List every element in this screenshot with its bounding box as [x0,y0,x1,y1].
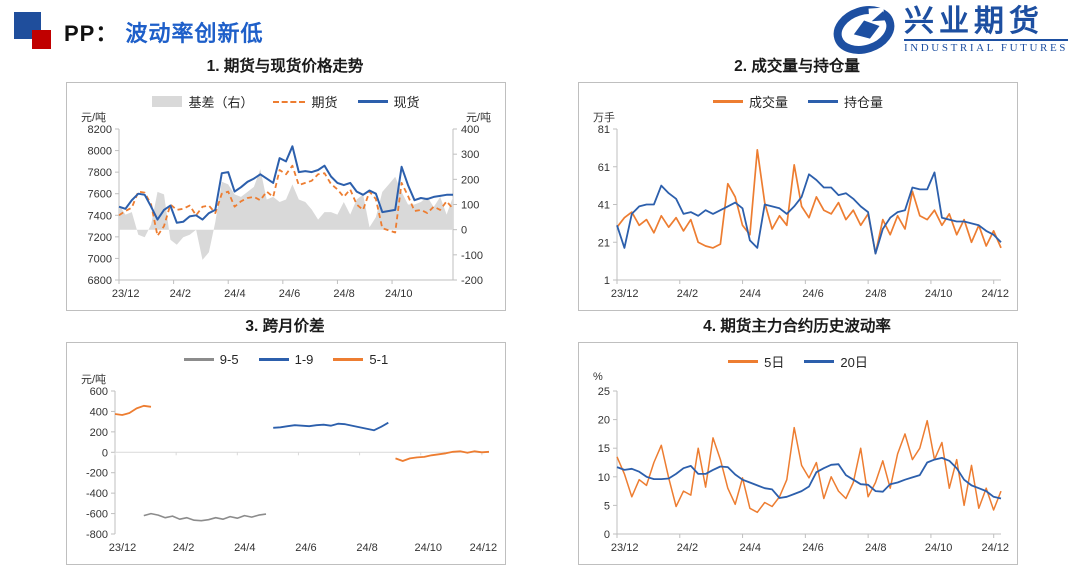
logo-cn-text: 兴业期货 [903,4,1044,38]
series-line-成交量 [616,148,1002,255]
axis-label: 25 [598,386,610,398]
axis-label: 24/2 [677,288,698,300]
axis-label: 200 [461,174,479,186]
series-line-现货 [118,145,453,224]
axis-label: 600 [90,386,108,398]
axis-label: 24/4 [234,542,255,554]
series-line-1-9 [273,421,389,432]
chart1-title: 1. 期货与现货价格走势 [206,58,364,75]
axis-label: 24/4 [740,542,761,554]
chart1-box: 8200 8000 7800 7600 7400 7200 7000 6800 400 300 20… [66,82,506,311]
axis-label: 20 [598,415,610,427]
axis-label: 21 [598,237,610,249]
axis-label: -800 [86,529,108,541]
axis-label: 24/6 [295,542,316,554]
chart1-plot: 8200 8000 7800 7600 7400 7200 7000 6800 400 300 20… [88,124,484,300]
axis-label: 24/8 [865,288,886,300]
logo-rule [903,38,1068,41]
axis-label: 24/8 [333,288,354,300]
series-area-基差（右） [119,169,453,260]
axis-label: 24/4 [740,288,761,300]
series-line-期货 [118,164,454,237]
axis-label: 24/12 [981,542,1009,554]
axis-label: 24/10 [385,288,413,300]
axis-label: -100 [461,250,483,262]
axis-label: 0 [102,447,108,459]
chart4-title: 4. 期货主力合约历史波动率 [703,318,891,335]
axis-label: 24/2 [173,542,194,554]
series-line-20日 [616,457,1002,500]
axis-label: 24/10 [925,542,953,554]
company-logo: 兴业期货 INDUSTRIAL FUTURES [832,4,1068,56]
chart-cell-2: 2. 成交量与持仓量 81 61 41 21 1 23/12 24/2 24/4 24/6 24/… [578,56,1018,311]
axis-label: 24/10 [925,288,953,300]
axis-label: 7400 [88,210,112,222]
logo-swirl-icon [833,6,895,54]
chart4-plot: 25 20 15 10 5 023/12 24/2 24/4 24/6 24/8 24/10 24/1… [598,386,1009,554]
axis-label: 23/12 [112,288,140,300]
chart2-title: 2. 成交量与持仓量 [734,58,860,75]
axis-label: 24/6 [802,288,823,300]
series-line-持仓量 [616,171,1002,255]
axis-label: 24/10 [414,542,442,554]
axis-label: 0 [461,225,467,237]
axis-label: 300 [461,149,479,161]
axis-label: 15 [598,443,610,455]
chart3-title: 3. 跨月价差 [245,318,325,335]
page-title: PP： 波动率创新低 [64,16,264,48]
axis-label: 81 [598,124,610,136]
axis-label: 24/4 [224,288,245,300]
axis-label: 23/12 [109,542,137,554]
axis-label: 24/2 [677,542,698,554]
axis-label: -200 [86,468,108,480]
page-subtitle: 波动率创新低 [125,21,264,46]
axis-label: 10 [598,472,610,484]
axis-label: 24/2 [170,288,191,300]
axis-label: 61 [598,162,610,174]
chart2-plot: 81 61 41 21 123/12 24/2 24/4 24/6 24/8 24/10 24/12 [598,124,1009,300]
axis-label: 8000 [88,146,112,158]
axis-label: 23/12 [611,542,639,554]
axis-label: 5 [604,500,610,512]
chart-cell-3: 3. 跨月价差 600 400 200 0 -200 -400 -600 -800 23/12 2… [66,316,506,565]
axis-label: 24/6 [279,288,300,300]
axis-label: 0 [604,529,610,541]
axis-label: 200 [90,427,108,439]
axis-label: 41 [598,200,610,212]
series-line-9-5 [143,512,267,522]
product-code: PP： [64,21,119,46]
axis-label: 400 [461,124,479,136]
logo-en-text: INDUSTRIAL FUTURES [903,41,1068,54]
axis-label: 7200 [88,232,112,244]
axis-label: 24/12 [470,542,498,554]
bullet-squares-icon [14,12,62,56]
axis-label: 24/8 [865,542,886,554]
axis-label: 100 [461,200,479,212]
axis-label: 400 [90,406,108,418]
axis-label: -600 [86,509,108,521]
chart3-box: 600 400 200 0 -200 -400 -600 -800 23/12 24/2 24/4 2… [66,342,506,565]
axis-label: 23/12 [611,288,639,300]
chart2-box: 81 61 41 21 1 23/12 24/2 24/4 24/6 24/8 24/10 24/12… [578,82,1018,311]
axis-label: 1 [604,275,610,287]
chart-cell-4: 4. 期货主力合约历史波动率 25 20 15 10 5 0 23/12 24/2 24/4 24… [578,316,1018,565]
axis-label: 6800 [88,275,112,287]
axis-label: 24/12 [981,288,1009,300]
series-line-5日 [616,419,1002,514]
axis-label: -400 [86,488,108,500]
axis-label: 7800 [88,167,112,179]
axis-label: 24/8 [356,542,377,554]
axis-label: -200 [461,275,483,287]
series-line-5-1 [114,404,490,462]
red-square [32,30,51,49]
chart-cell-1: 1. 期货与现货价格走势 8200 8000 7800 7600 7400 7200 700… [66,56,506,311]
axis-label: 24/6 [802,542,823,554]
chart4-box: 25 20 15 10 5 0 23/12 24/2 24/4 24/6 24/8 24/10 24/1… [578,342,1018,565]
axis-label: 7600 [88,189,112,201]
axis-label: 7000 [88,253,112,265]
axis-label: 8200 [88,124,112,136]
